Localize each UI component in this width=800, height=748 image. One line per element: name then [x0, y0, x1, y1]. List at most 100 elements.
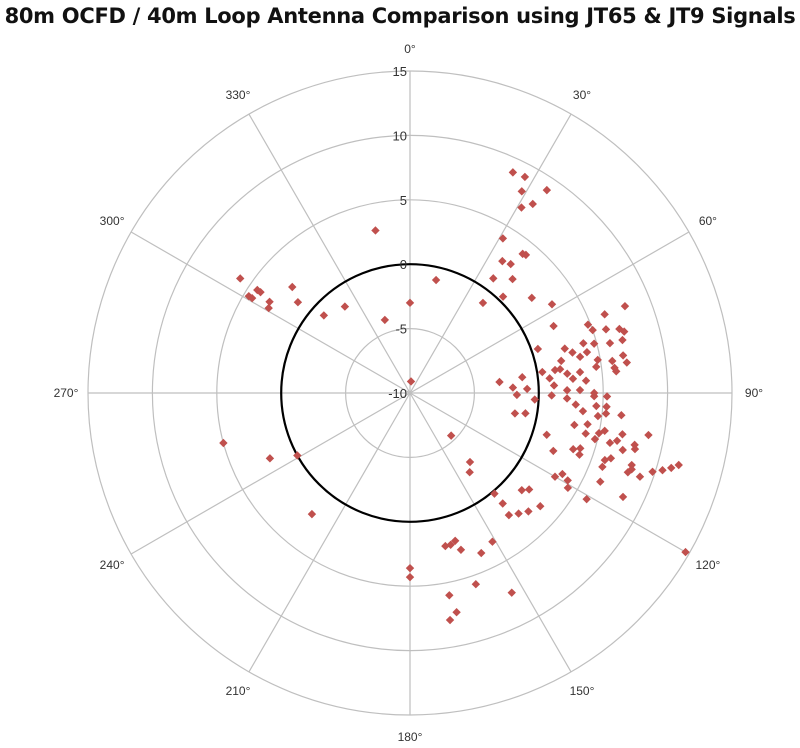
data-point: [600, 426, 609, 436]
data-point: [575, 385, 585, 395]
angle-tick-label: 150°: [570, 684, 595, 698]
data-point: [452, 608, 461, 617]
data-point: [477, 548, 486, 558]
data-point: [575, 367, 585, 377]
data-point: [592, 362, 601, 372]
data-point: [555, 365, 565, 374]
data-point: [524, 507, 533, 516]
grid-spoke: [130, 231, 411, 394]
data-point: [600, 455, 610, 465]
angle-tick-label: 330°: [226, 88, 251, 102]
data-point: [627, 460, 636, 470]
data-point: [630, 444, 640, 454]
data-point: [524, 485, 534, 494]
data-point: [608, 356, 617, 366]
data-point: [488, 537, 497, 546]
data-point: [598, 462, 607, 472]
data-point: [547, 391, 556, 400]
data-point: [533, 344, 543, 354]
data-point: [256, 287, 265, 297]
data-point: [576, 444, 585, 453]
grid-spoke: [409, 231, 690, 394]
data-point: [594, 428, 604, 438]
radial-tick-label: 15: [393, 64, 407, 79]
data-point: [514, 509, 523, 518]
data-point: [522, 384, 532, 394]
data-point: [446, 431, 456, 440]
data-point: [520, 172, 530, 182]
data-point: [542, 185, 552, 195]
data-point: [319, 311, 329, 320]
data-point: [617, 411, 626, 420]
radial-tick-label: -5: [395, 322, 407, 337]
data-point: [600, 310, 609, 319]
data-point: [431, 275, 441, 285]
data-point: [590, 434, 600, 444]
data-point: [592, 401, 601, 411]
data-point: [293, 451, 302, 460]
data-point: [568, 348, 577, 357]
data-point: [563, 483, 573, 493]
data-point: [219, 438, 228, 448]
data-point: [380, 315, 390, 325]
data-point: [578, 406, 588, 416]
data-point: [446, 540, 455, 549]
data-point: [601, 325, 611, 334]
grid-spoke: [248, 392, 411, 673]
data-point: [589, 392, 599, 401]
data-point: [674, 460, 683, 470]
angle-tick-label: 60°: [699, 214, 717, 228]
angle-tick-label: 120°: [695, 558, 720, 572]
data-point: [612, 436, 622, 446]
data-point: [583, 320, 593, 329]
radial-tick-label: 0: [400, 257, 407, 272]
data-point: [547, 300, 557, 309]
data-point: [618, 351, 628, 360]
data-point: [489, 274, 498, 283]
data-point: [618, 492, 628, 502]
data-point: [618, 445, 627, 455]
data-point: [536, 502, 545, 511]
data-point: [508, 274, 517, 284]
radial-tick-label: 10: [393, 128, 407, 143]
data-point: [619, 327, 629, 336]
data-point: [606, 454, 616, 463]
grid-spoke: [248, 113, 411, 394]
data-point: [549, 446, 558, 456]
grid-spoke: [409, 392, 572, 673]
data-point: [456, 545, 466, 554]
data-point: [581, 376, 591, 385]
data-point: [558, 469, 567, 479]
angle-tick-label: 30°: [573, 88, 591, 102]
grid-spoke: [409, 113, 572, 394]
data-point: [405, 563, 415, 573]
data-point: [635, 472, 645, 481]
data-point: [571, 400, 580, 409]
data-point: [648, 467, 657, 477]
data-point: [658, 465, 667, 475]
data-point: [264, 303, 273, 313]
data-point: [521, 250, 531, 260]
data-point: [605, 438, 615, 448]
data-point: [556, 356, 566, 366]
data-point: [575, 450, 584, 459]
data-point: [563, 476, 572, 485]
data-point: [504, 510, 514, 520]
data-point: [568, 444, 578, 454]
grid-spoke: [130, 392, 411, 555]
data-point: [498, 256, 507, 266]
data-point: [265, 297, 274, 307]
data-point: [602, 402, 611, 411]
data-point: [667, 463, 676, 473]
data-point: [498, 234, 508, 243]
data-point: [610, 363, 619, 373]
data-point: [445, 591, 454, 600]
data-point: [644, 430, 653, 440]
data-point: [406, 377, 416, 386]
angle-tick-label: 240°: [100, 558, 125, 572]
data-point: [518, 373, 527, 382]
data-point: [681, 547, 690, 557]
data-point: [530, 395, 539, 404]
data-point: [521, 409, 530, 418]
